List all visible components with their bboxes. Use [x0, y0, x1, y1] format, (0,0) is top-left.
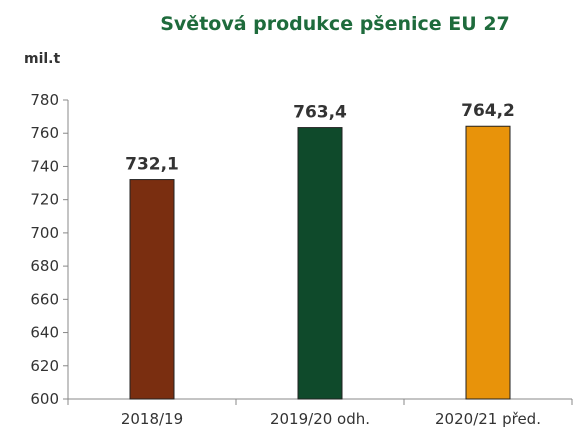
- x-category-label: 2018/19: [121, 410, 183, 428]
- y-tick-label: 760: [30, 124, 59, 142]
- x-category-label: 2019/20 odh.: [270, 410, 370, 428]
- y-tick-label: 700: [30, 224, 59, 242]
- chart-title: Světová produkce pšenice EU 27: [160, 13, 510, 35]
- y-tick-label: 780: [30, 91, 59, 109]
- x-category-label: 2020/21 před.: [435, 410, 541, 428]
- bar-3: [465, 125, 511, 400]
- data-label-1: 732,1: [125, 155, 179, 175]
- data-labels: 732,1 763,4 764,2: [125, 101, 515, 174]
- bar-1: [129, 179, 175, 400]
- y-axis-unit-label: mil.t: [24, 51, 61, 67]
- y-tick-label: 640: [30, 324, 59, 342]
- y-tick-label: 720: [30, 191, 59, 209]
- y-tick-label: 680: [30, 257, 59, 275]
- bar-2: [297, 127, 343, 400]
- data-label-2: 763,4: [293, 103, 347, 123]
- axes: 600 620 640 660 680 700 720 740 760 780 2018/19 201…: [30, 91, 573, 428]
- y-tick-label: 740: [30, 157, 59, 175]
- data-label-3: 764,2: [461, 101, 515, 121]
- y-tick-label: 660: [30, 290, 59, 308]
- y-tick-label: 620: [30, 357, 59, 375]
- bars: [129, 125, 511, 400]
- y-tick-label: 600: [30, 390, 59, 408]
